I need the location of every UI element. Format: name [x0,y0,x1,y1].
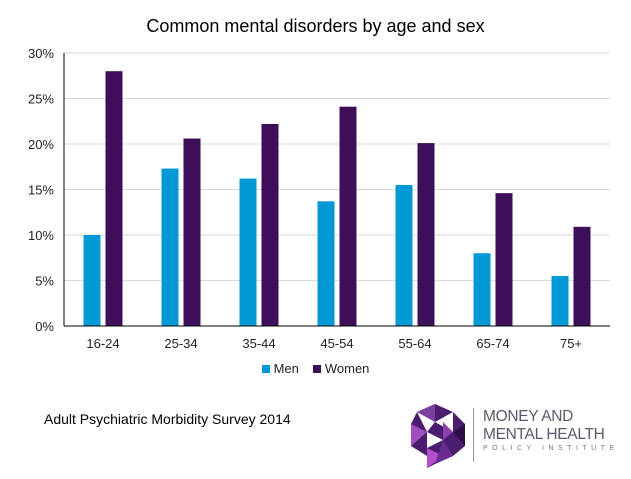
logo-divider [473,408,474,462]
bar-chart: 0% 5% 10% 15% 20% 25% 30% 16-24 25-34 35-44 45-54 5… [28,46,610,351]
bar-women-16-24 [105,71,123,326]
bar-men-75+ [551,275,569,326]
source-note: Adult Psychiatric Morbidity Survey 2014 [44,411,291,427]
bar-men-55-64 [395,184,413,326]
y-tick-label: 20% [28,137,54,152]
y-tick-label: 25% [28,92,54,107]
bar-men-25-34 [161,168,179,326]
x-tick-label: 65-74 [476,336,509,351]
x-tick-label: 55-64 [398,336,431,351]
x-tick-label: 45-54 [320,336,353,351]
y-tick-label: 5% [35,274,54,289]
legend-label-men: Men [273,361,299,376]
bar-women-25-34 [183,138,201,326]
legend: Men Women [0,361,631,376]
bar-men-45-54 [317,201,335,326]
y-tick-label: 30% [28,46,54,61]
logo-mark-icon [411,404,465,468]
logo-line-2: MENTAL HEALTH [483,426,605,443]
bar-women-35-44 [261,123,279,326]
logo-subtitle: POLICY INSTITUTE [483,445,619,452]
chart-title: Common mental disorders by age and sex [146,16,485,36]
legend-item-women: Women [312,361,370,376]
legend-item-men: Men [261,361,299,376]
logo-text: MONEY AND MENTAL HEALTH [483,408,605,444]
bar-women-65-74 [495,193,513,326]
y-tick-label: 0% [35,319,54,334]
bar-men-16-24 [83,235,101,326]
y-tick-label: 15% [28,183,54,198]
bar-women-45-54 [339,106,357,326]
x-tick-label: 75+ [560,336,582,351]
bar-women-55-64 [417,143,435,326]
x-tick-label: 35-44 [242,336,275,351]
bar-men-65-74 [473,253,491,326]
y-tick-label: 10% [28,228,54,243]
x-tick-label: 16-24 [86,336,119,351]
x-tick-label: 25-34 [164,336,197,351]
legend-swatch-men [261,364,270,373]
logo-line-1: MONEY AND [483,408,574,425]
legend-label-women: Women [324,361,370,376]
legend-swatch-women [312,364,321,373]
bar-men-35-44 [239,178,257,326]
bar-women-75+ [573,226,591,326]
logo: MONEY AND MENTAL HEALTH POLICY INSTITUTE [405,402,625,468]
